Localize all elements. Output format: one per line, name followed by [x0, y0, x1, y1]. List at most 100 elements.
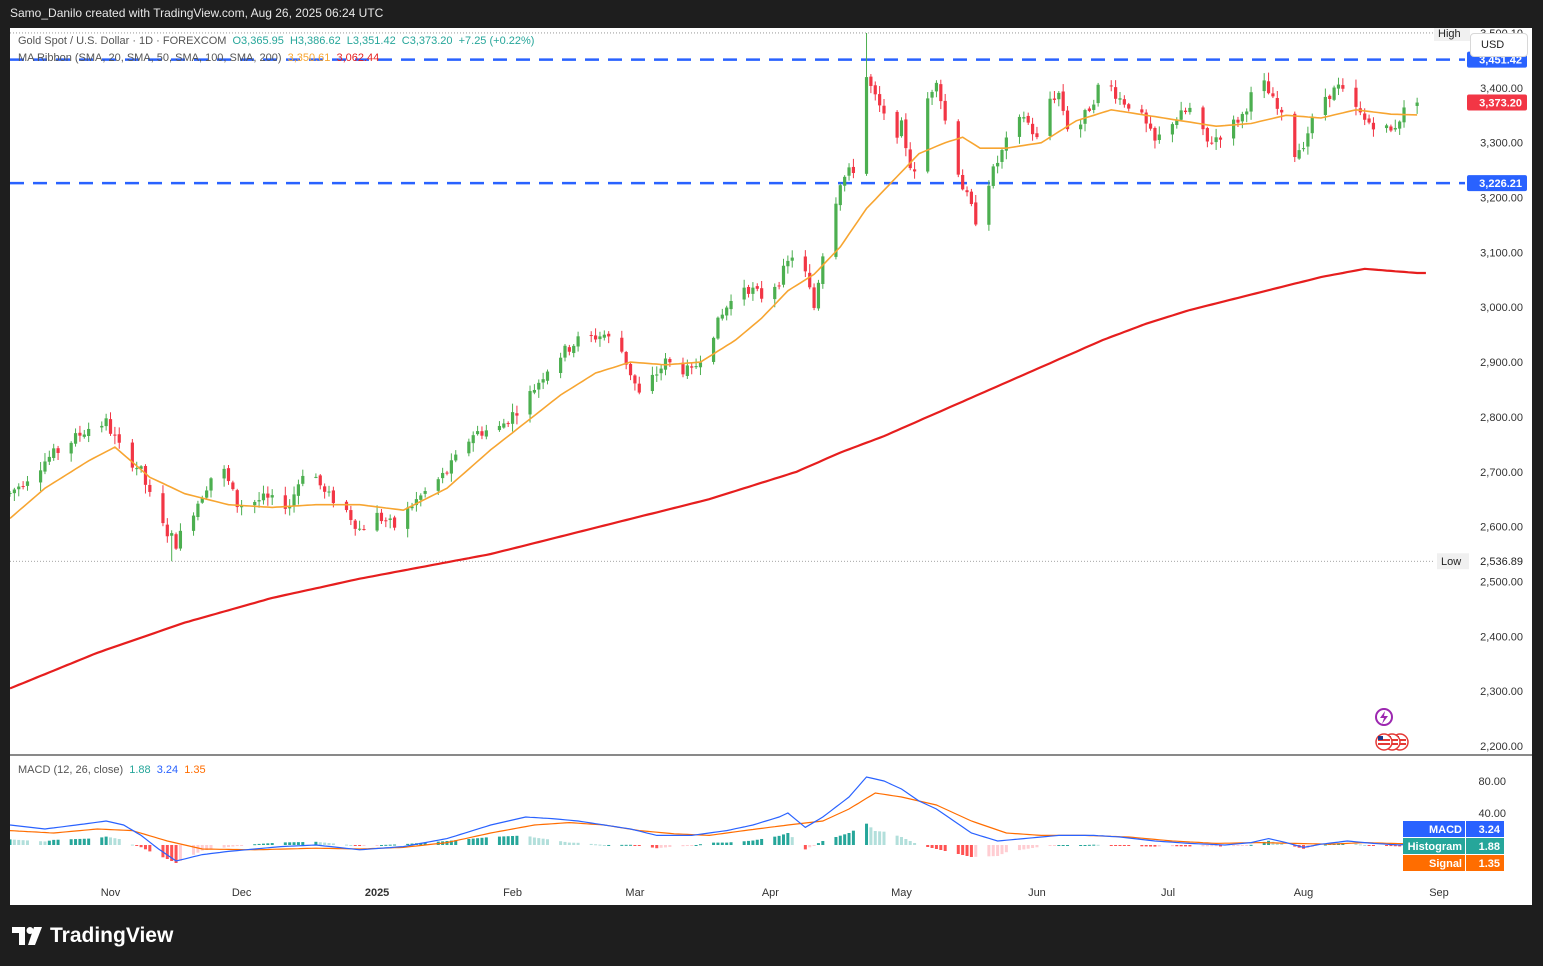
candle	[178, 523, 183, 551]
macd-hist-bar	[130, 844, 134, 846]
macd-hist-bar	[113, 838, 117, 845]
signal-badge-value-bg	[1466, 855, 1504, 871]
candle-body	[362, 529, 366, 531]
candle	[47, 450, 51, 465]
candle	[821, 253, 825, 289]
ma20-line	[10, 108, 1418, 520]
time-tick-label: Nov	[101, 887, 121, 899]
macd-hist-bar	[742, 841, 746, 845]
candle	[729, 294, 733, 316]
macd-hist-bar	[257, 843, 261, 845]
candle	[1367, 114, 1371, 125]
candle	[1323, 88, 1327, 121]
macd-hist-bar	[681, 845, 685, 847]
candle	[379, 509, 384, 524]
candle-body	[349, 510, 353, 521]
candle-body	[82, 434, 86, 437]
candle-body	[1214, 137, 1218, 143]
macd-hist-bar	[773, 836, 777, 845]
macd-badge-label-bg	[1403, 821, 1465, 837]
candle	[1170, 122, 1175, 143]
candle-body	[559, 357, 563, 374]
candle-body	[650, 374, 654, 392]
candle	[314, 473, 318, 479]
candle	[205, 486, 209, 500]
candle	[419, 493, 423, 507]
candle	[1371, 117, 1376, 137]
candle	[362, 524, 366, 531]
candle	[143, 464, 148, 494]
macd-hist-bar	[760, 838, 764, 845]
macd-hist-bar	[104, 836, 108, 845]
candle	[751, 282, 755, 301]
candle-body	[1328, 95, 1332, 99]
price-tick-label: 3,100.00	[1480, 247, 1523, 259]
candle-body	[1092, 104, 1096, 110]
candle-body	[231, 482, 235, 490]
macd-hist-bar	[43, 841, 47, 845]
time-tick-label: Feb	[503, 887, 522, 899]
candle-body	[1109, 85, 1113, 87]
candle	[943, 93, 947, 125]
price-tick-label: 3,000.00	[1480, 302, 1523, 314]
candle	[1297, 143, 1301, 160]
macd-hist-bar	[467, 839, 471, 845]
price-tick-label: 2,800.00	[1480, 412, 1523, 424]
last-price-badge-bg	[1467, 94, 1527, 111]
candle	[668, 357, 672, 367]
candle-body	[961, 174, 965, 190]
currency-button[interactable]: USD	[1470, 33, 1528, 57]
candle	[628, 362, 633, 381]
signal-badge: Signal 1.35	[1403, 855, 1504, 871]
candle-body	[143, 465, 148, 485]
candle-body	[1179, 110, 1183, 120]
macd-hist-bar	[664, 845, 667, 848]
candle-body	[821, 256, 825, 284]
candle	[961, 169, 965, 191]
macd-hist-bar	[834, 837, 838, 845]
candle	[1087, 106, 1091, 113]
resistance-badge-text: 3,451.42	[1479, 55, 1522, 67]
candle-body	[392, 517, 397, 528]
support-badge-text: 3,226.21	[1479, 178, 1522, 190]
macd-hist-bar	[21, 840, 25, 845]
candle-body	[135, 468, 139, 470]
low-badge-value: 2,536.89	[1480, 556, 1523, 568]
candle	[301, 469, 305, 487]
candle-body	[47, 456, 51, 462]
candle	[576, 331, 580, 352]
candle	[1114, 80, 1118, 104]
candle	[257, 492, 261, 508]
candle	[786, 255, 790, 274]
candle	[1179, 101, 1183, 121]
macd-hist-bar	[117, 839, 121, 845]
macd-hist-bar	[1205, 845, 1209, 847]
macd-hist-bar	[296, 842, 300, 845]
candle-body	[746, 286, 751, 294]
macd-hist-bar	[904, 839, 908, 845]
candle-body	[781, 265, 786, 285]
candle-body	[895, 111, 899, 138]
candle	[73, 428, 78, 447]
candle-body	[655, 374, 659, 376]
lightning-icon-bolt	[1380, 711, 1388, 724]
candle-body	[1393, 127, 1397, 130]
price-chart[interactable]: 3,400.00 3,300.00 3,200.00 3,100.00 3,000.00…	[10, 28, 1532, 905]
macd-hist-bar	[100, 837, 104, 845]
macd-hist-bar	[869, 827, 873, 845]
macd-hist-bar	[1022, 845, 1026, 850]
candle	[572, 343, 576, 358]
candle	[637, 376, 641, 395]
macd-hist-bar	[987, 845, 991, 857]
candle-body	[288, 505, 292, 509]
candle	[650, 366, 654, 394]
candle	[471, 431, 475, 452]
macd-hist-bar	[497, 836, 501, 845]
candle	[843, 175, 847, 192]
candle-body	[117, 434, 121, 443]
candle	[593, 328, 598, 343]
candle	[803, 250, 807, 278]
candle-body	[1061, 91, 1065, 111]
chart-frame[interactable]: 3,400.00 3,300.00 3,200.00 3,100.00 3,000.00…	[10, 28, 1532, 905]
macd-hist-bar	[331, 843, 335, 845]
